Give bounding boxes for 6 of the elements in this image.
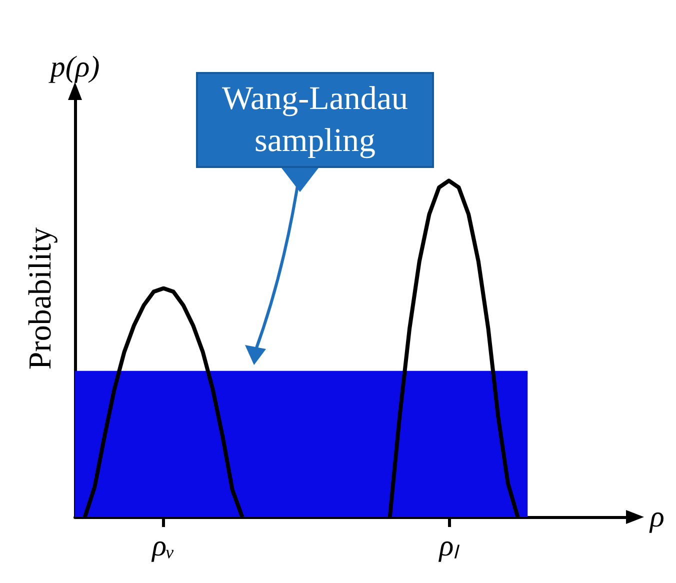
x-axis-title: ρ xyxy=(649,500,664,534)
text: Probability xyxy=(22,226,58,372)
x-tick-label: ρᵥ xyxy=(151,530,175,562)
y-axis-title: p(ρ) xyxy=(48,50,100,84)
text: Wang-Landau sampling xyxy=(196,72,434,168)
x-tick-label: ρₗ xyxy=(438,530,461,562)
